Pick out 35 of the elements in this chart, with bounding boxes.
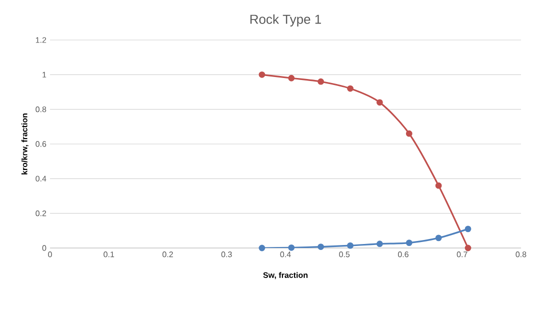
y-tick-label: 0.8: [36, 106, 46, 112]
point: [258, 244, 266, 252]
point: [318, 78, 324, 85]
point: [376, 240, 383, 248]
point: [288, 74, 295, 82]
point: [318, 244, 324, 250]
point: [406, 130, 412, 137]
point: [347, 85, 354, 92]
x-tick-label: 0.5: [339, 252, 350, 258]
point: [464, 244, 472, 252]
chart-title: Rock Type 1: [250, 14, 321, 26]
point: [435, 234, 442, 242]
y-tick-label: 0.2: [36, 210, 46, 216]
y-tick-label: 0.6: [36, 141, 46, 147]
y-tick-label: 0.4: [36, 176, 46, 182]
x-tick-label: 0.2: [162, 252, 173, 258]
x-tick-label: 0.8: [516, 252, 526, 258]
x-tick-label: 0.1: [104, 252, 114, 258]
point: [435, 182, 442, 189]
x-tick-label: 0.4: [280, 252, 291, 258]
x-axis-title: Sw, fraction: [263, 272, 308, 280]
y-tick-label: 1: [42, 72, 46, 78]
x-tick-label: 0.3: [221, 252, 232, 258]
point: [464, 226, 472, 232]
x-tick-label: 0.6: [398, 252, 408, 258]
x-tick-label: 0.7: [456, 252, 468, 258]
y-tick-label: 1.2: [36, 37, 46, 43]
y-axis-title: kro/krw, fraction: [21, 114, 28, 174]
point: [258, 71, 266, 78]
point: [406, 240, 412, 246]
y-tick-label: 0: [42, 245, 46, 251]
x-tick-label: 0: [48, 252, 52, 258]
point: [288, 244, 295, 251]
point: [376, 99, 383, 106]
point: [347, 242, 354, 249]
